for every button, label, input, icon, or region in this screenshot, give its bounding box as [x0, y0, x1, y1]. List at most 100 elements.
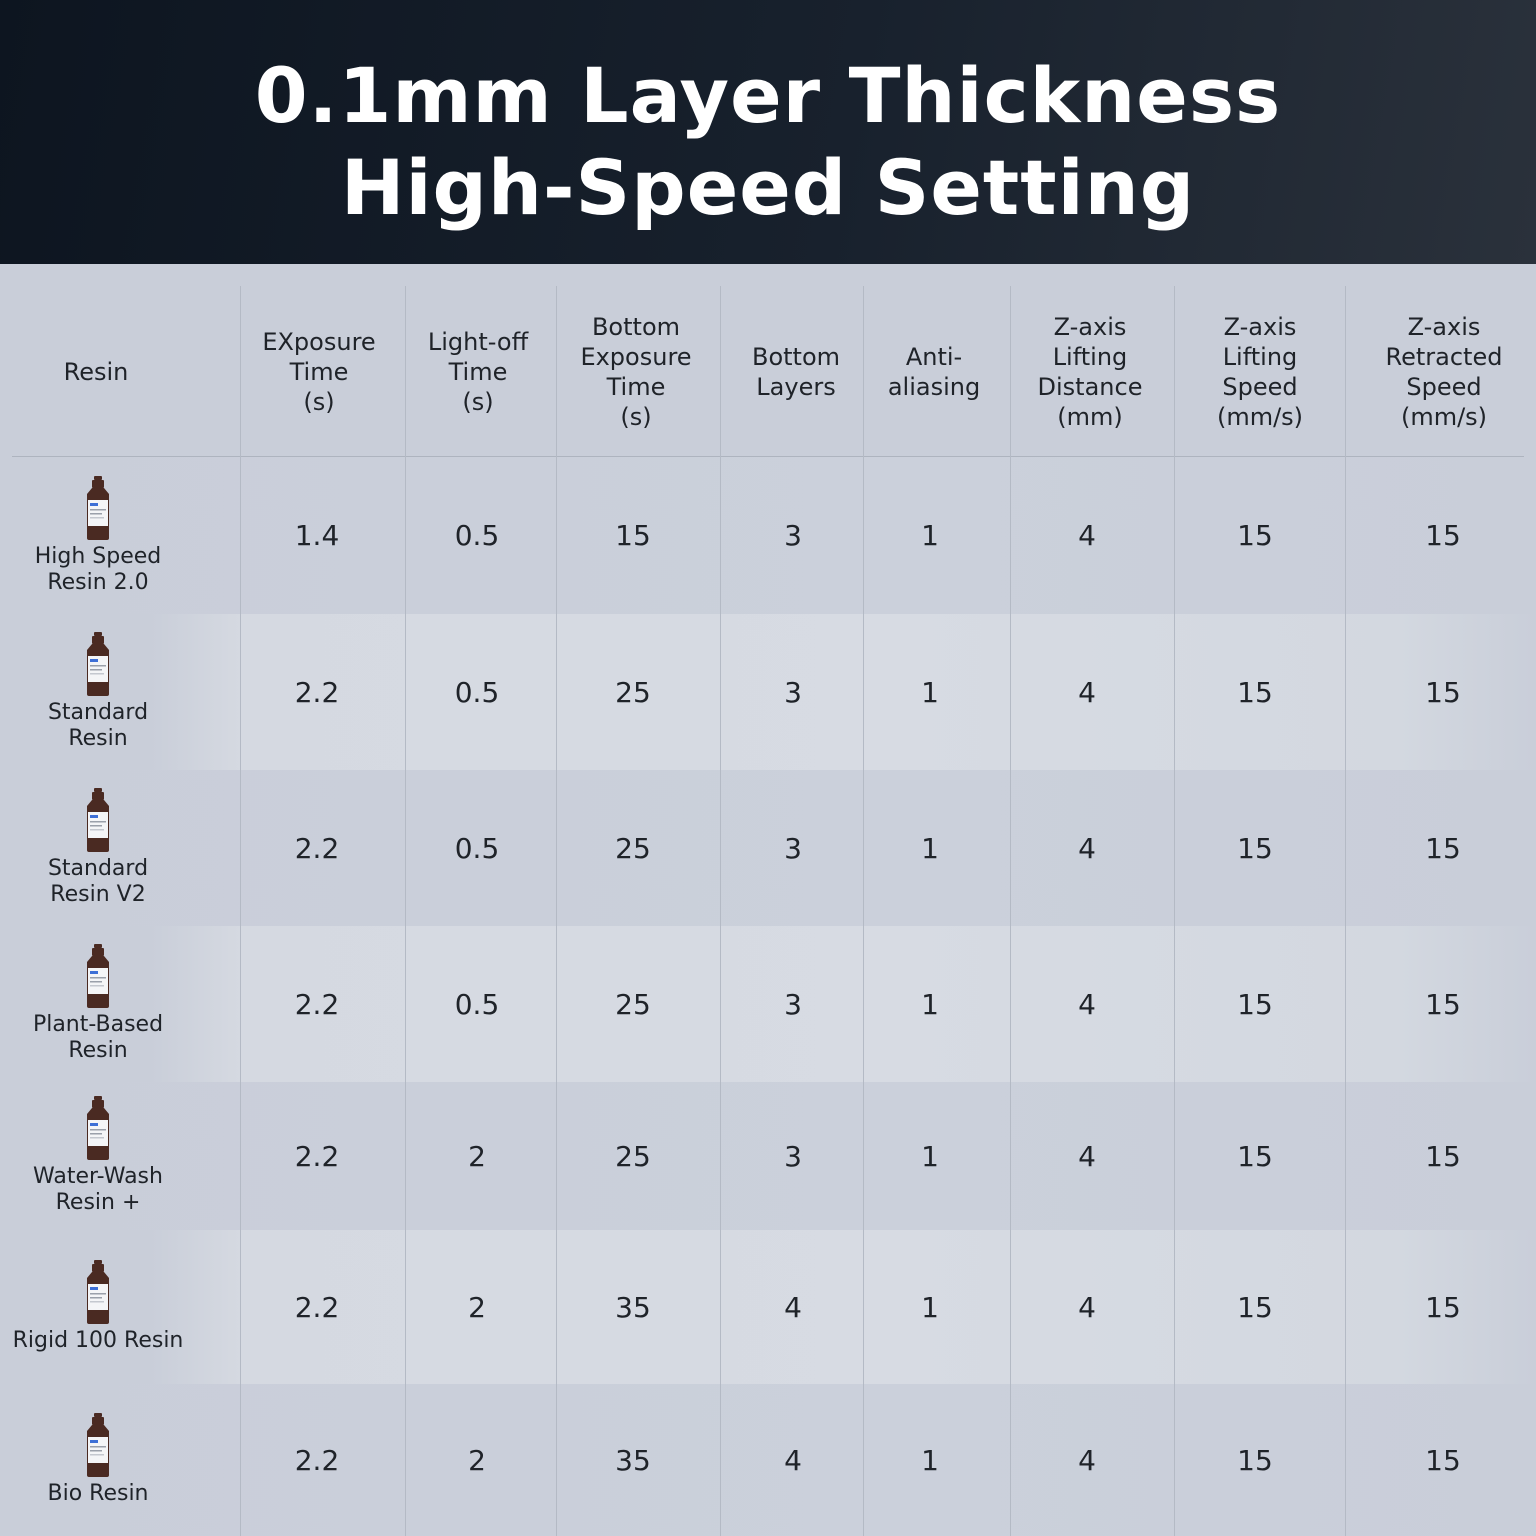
value-cell: 1: [921, 1139, 939, 1173]
value-cell: 1.4: [294, 519, 340, 552]
column-header-1: EXposure Time (s): [262, 327, 376, 416]
value-cell: 4: [784, 1290, 802, 1324]
value-cell: 2: [468, 1443, 486, 1477]
value-cell: 0.5: [454, 519, 500, 552]
value-cell: 15: [1425, 831, 1461, 865]
resin-bottle-icon: [87, 788, 109, 852]
column-header-2: Light-off Time (s): [427, 327, 529, 416]
value-cell: 0.5: [454, 831, 500, 865]
column-header-7: Z-axis Lifting Speed (mm/s): [1216, 312, 1304, 431]
resin-name: Bio Resin: [47, 1481, 149, 1506]
value-cell: 3: [784, 519, 802, 552]
resin-cell: High Speed Resin 2.0: [0, 457, 196, 614]
header-row: Resin EXposure Time (s) Light-off Time (s)…: [0, 264, 1536, 457]
value-cell: 4: [1078, 1290, 1096, 1324]
column-divider: [1174, 286, 1175, 1536]
value-cell: 2.2: [294, 987, 340, 1021]
column-divider: [405, 286, 406, 1536]
value-cell: 4: [1078, 987, 1096, 1021]
value-cell: 1: [921, 1443, 939, 1477]
column-divider: [863, 286, 864, 1536]
value-cell: 25: [615, 987, 651, 1021]
value-cell: 2: [468, 1290, 486, 1324]
column-header-0: Resin: [63, 357, 129, 386]
column-header-8: Z-axis Retracted Speed (mm/s): [1385, 312, 1503, 431]
value-cell: 35: [615, 1443, 651, 1477]
value-cell: 2.2: [294, 675, 340, 709]
resin-name: Water-Wash Resin +: [33, 1164, 163, 1215]
resin-name: High Speed Resin 2.0: [34, 543, 162, 595]
value-cell: 4: [1078, 1443, 1096, 1477]
resin-bottle-icon: [87, 944, 109, 1008]
resin-name: Standard Resin V2: [47, 856, 149, 907]
resin-bottle-icon: [87, 632, 109, 696]
banner: 0.1mm Layer Thickness High-Speed Setting: [0, 0, 1536, 264]
value-cell: 25: [615, 1139, 651, 1173]
value-cell: 2.2: [294, 1443, 340, 1477]
value-cell: 15: [1425, 1443, 1461, 1477]
value-cell: 1: [921, 831, 939, 865]
value-cell: 15: [1237, 675, 1273, 709]
value-cell: 15: [1237, 519, 1273, 552]
value-cell: 0.5: [454, 675, 500, 709]
resin-cell: Water-Wash Resin +: [0, 1082, 196, 1230]
table-row: Standard Resin V2 2.2 0.5 25 3 1 4 15 15: [0, 770, 1536, 926]
value-cell: 3: [784, 987, 802, 1021]
value-cell: 15: [1425, 1290, 1461, 1324]
value-cell: 1: [921, 987, 939, 1021]
value-cell: 15: [1237, 1290, 1273, 1324]
value-cell: 1: [921, 519, 939, 552]
table-row: Rigid 100 Resin 2.2 2 35 4 1 4 15 15: [0, 1230, 1536, 1384]
table-row: Water-Wash Resin + 2.2 2 25 3 1 4 15 15: [0, 1082, 1536, 1230]
value-cell: 2.2: [294, 1139, 340, 1173]
value-cell: 4: [1078, 1139, 1096, 1173]
resin-bottle-icon: [87, 1260, 109, 1324]
table-row: Standard Resin 2.2 0.5 25 3 1 4 15 15: [0, 614, 1536, 770]
resin-cell: Plant-Based Resin: [0, 926, 196, 1082]
value-cell: 3: [784, 831, 802, 865]
value-cell: 0.5: [454, 987, 500, 1021]
value-cell: 15: [1237, 831, 1273, 865]
value-cell: 3: [784, 675, 802, 709]
value-cell: 15: [1237, 1443, 1273, 1477]
value-cell: 4: [1078, 831, 1096, 865]
value-cell: 15: [1425, 987, 1461, 1021]
value-cell: 25: [615, 675, 651, 709]
resin-bottle-icon: [87, 1096, 109, 1160]
table-row: Plant-Based Resin 2.2 0.5 25 3 1 4 15 15: [0, 926, 1536, 1082]
column-header-4: Bottom Layers: [751, 342, 841, 401]
value-cell: 3: [784, 1139, 802, 1173]
column-divider: [720, 286, 721, 1536]
value-cell: 25: [615, 831, 651, 865]
value-cell: 15: [1237, 987, 1273, 1021]
value-cell: 15: [1237, 1139, 1273, 1173]
value-cell: 1: [921, 1290, 939, 1324]
column-divider: [556, 286, 557, 1536]
resin-name: Rigid 100 Resin: [12, 1328, 184, 1353]
column-header-6: Z-axis Lifting Distance (mm): [1037, 312, 1143, 431]
value-cell: 2.2: [294, 1290, 340, 1324]
settings-table: Resin EXposure Time (s) Light-off Time (s)…: [0, 264, 1536, 1536]
resin-cell: Rigid 100 Resin: [0, 1230, 196, 1384]
value-cell: 4: [1078, 519, 1096, 552]
value-cell: 15: [1425, 519, 1461, 552]
value-cell: 15: [1425, 675, 1461, 709]
column-header-5: Anti- aliasing: [887, 342, 981, 401]
column-divider: [1010, 286, 1011, 1536]
resin-name: Plant-Based Resin: [32, 1012, 164, 1063]
value-cell: 4: [1078, 675, 1096, 709]
page-title-line-2: High-Speed Setting: [340, 143, 1196, 232]
resin-cell: Standard Resin V2: [0, 770, 196, 926]
value-cell: 1: [921, 675, 939, 709]
value-cell: 15: [615, 519, 651, 552]
resin-bottle-icon: [87, 475, 109, 540]
page-title-line-1: 0.1mm Layer Thickness: [254, 51, 1282, 140]
resin-cell: Standard Resin: [0, 614, 196, 770]
column-divider: [1345, 286, 1346, 1536]
header-divider: [12, 456, 1524, 457]
resin-bottle-icon: [87, 1413, 109, 1477]
value-cell: 15: [1425, 1139, 1461, 1173]
table-row: High Speed Resin 2.0 1.4 0.5 15 3 1 4 15 15: [0, 457, 1536, 614]
column-divider: [240, 286, 241, 1536]
value-cell: 2.2: [294, 831, 340, 865]
